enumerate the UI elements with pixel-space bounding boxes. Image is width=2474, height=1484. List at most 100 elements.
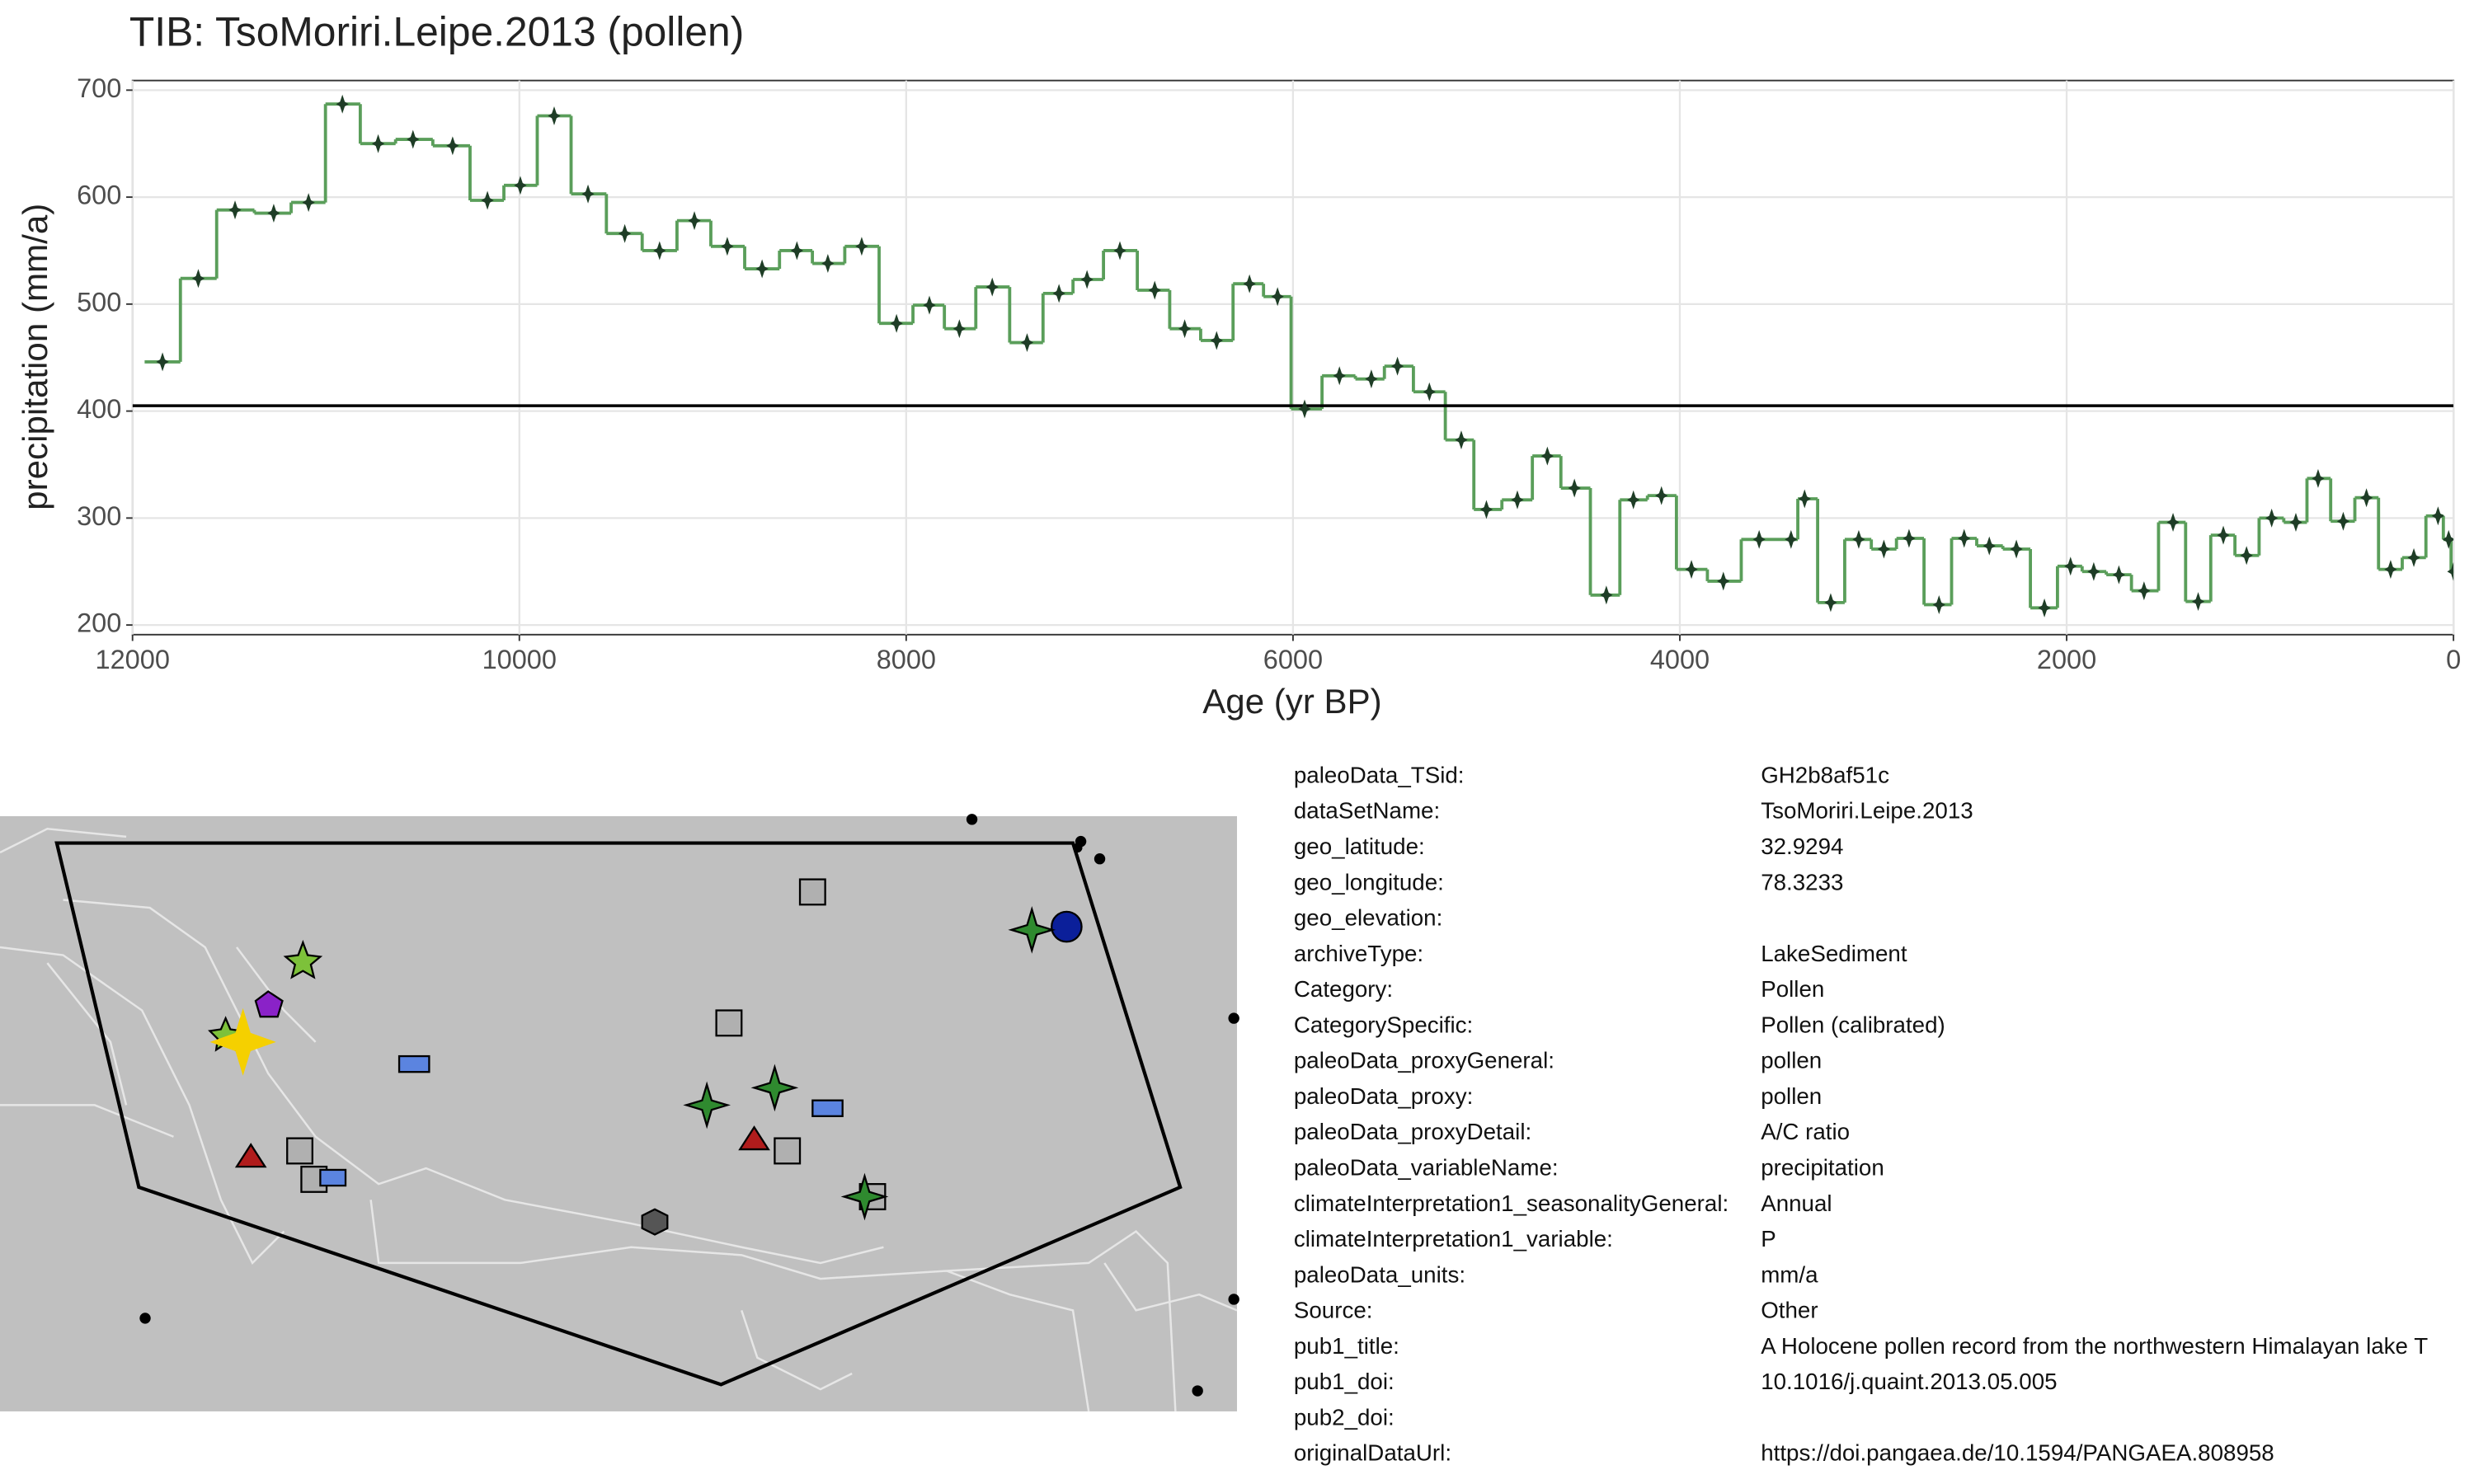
point [1600, 585, 1613, 605]
point [855, 237, 868, 256]
point [336, 94, 349, 114]
x-axis-title: Age (yr BP) [1202, 682, 1381, 721]
meta-key: dataSetName: [1294, 798, 1440, 824]
meta-value: pollen [1761, 1048, 1822, 1073]
site-dots [139, 814, 1239, 1397]
point [1080, 270, 1094, 289]
point [1798, 489, 1811, 509]
point [267, 204, 280, 223]
point [191, 269, 205, 289]
point [2431, 506, 2445, 526]
meta-value: P [1761, 1226, 1776, 1252]
x-tick-label: 12000 [96, 645, 170, 674]
point [1423, 382, 1436, 402]
point [1148, 280, 1161, 300]
meta-key: climateInterpretation1_seasonalityGenera… [1294, 1190, 1729, 1216]
point [1365, 369, 1378, 389]
meta-key: pub1_doi: [1294, 1369, 1395, 1394]
point [2336, 511, 2350, 531]
point [2240, 546, 2253, 566]
point [1052, 284, 1065, 303]
x-tick-label: 8000 [877, 645, 936, 674]
point [2112, 565, 2126, 585]
point [1511, 490, 1524, 510]
x-tick-label: 0 [2446, 645, 2461, 674]
point [1568, 478, 1581, 498]
point [407, 129, 420, 149]
meta-key: originalDataUrl: [1294, 1440, 1451, 1466]
point [1685, 560, 1698, 580]
meta-key: paleoData_units: [1294, 1261, 1465, 1287]
meta-value: precipitation [1761, 1154, 1884, 1180]
point [1243, 274, 1256, 294]
y-axis-title: precipitation (mm/a) [16, 204, 54, 510]
meta-value: TsoMoriri.Leipe.2013 [1761, 798, 1973, 824]
point [1333, 366, 1346, 386]
meta-key: archiveType: [1294, 941, 1423, 966]
point [371, 134, 385, 153]
point [1752, 529, 1766, 549]
point [2312, 468, 2325, 488]
meta-key: climateInterpretation1_variable: [1294, 1226, 1613, 1252]
point [2265, 508, 2279, 528]
point [923, 295, 936, 315]
point [2442, 529, 2454, 549]
map-background [0, 816, 1237, 1411]
plot-area [132, 94, 2454, 618]
point [581, 184, 595, 204]
point [1852, 529, 1865, 549]
y-tick-label: 400 [77, 394, 121, 424]
point [2138, 581, 2151, 601]
region-polygon [54, 841, 1183, 1387]
point [1785, 529, 1798, 549]
point [1824, 593, 1837, 613]
meta-value: 78.3233 [1761, 869, 1843, 895]
point [1271, 287, 1284, 307]
x-tick-label: 2000 [2037, 645, 2096, 674]
grid [131, 80, 2455, 635]
point [1390, 356, 1404, 376]
point [2191, 592, 2205, 612]
point [1627, 490, 1640, 510]
point [1479, 500, 1493, 519]
meta-value: LakeSediment [1761, 941, 1907, 966]
metadata: paleoData_TSid: GH2b8af51c dataSetName: Tso… [1294, 762, 2428, 1465]
point [446, 136, 459, 156]
point [1958, 528, 1971, 548]
meta-key: geo_latitude: [1294, 834, 1425, 859]
meta-key: CategorySpecific: [1294, 1012, 1473, 1037]
meta-key: paleoData_variableName: [1294, 1154, 1559, 1180]
point [481, 190, 494, 210]
point [2384, 560, 2397, 580]
point [2447, 561, 2454, 581]
meta-value: pollen [1761, 1083, 1822, 1109]
point [1113, 241, 1126, 261]
point [514, 176, 527, 195]
point [302, 193, 315, 213]
meta-key: paleoData_proxy: [1294, 1083, 1473, 1109]
borders [0, 828, 1238, 1412]
point [2166, 513, 2180, 533]
meta-value: Pollen (calibrated) [1761, 1012, 1945, 1037]
meta-value: A Holocene pollen record from the northw… [1761, 1333, 2428, 1359]
x-tick-label: 10000 [482, 645, 557, 674]
meta-key: paleoData_TSid: [1294, 762, 1465, 787]
point [1020, 333, 1034, 353]
point [1210, 331, 1223, 350]
point [1540, 446, 1554, 466]
point [618, 223, 632, 243]
point [1982, 536, 1996, 556]
meta-value: GH2b8af51c [1761, 762, 1889, 787]
meta-value: Pollen [1761, 976, 1824, 1002]
map [0, 814, 1239, 1412]
point [1877, 539, 1891, 559]
point [2217, 525, 2230, 545]
point [721, 237, 734, 256]
point [688, 211, 701, 231]
meta-key: paleoData_proxyDetail: [1294, 1119, 1531, 1144]
y-tick-label: 200 [77, 608, 121, 638]
meta-key: geo_elevation: [1294, 905, 1442, 931]
x-tick-label: 6000 [1263, 645, 1323, 674]
point [1298, 399, 1311, 419]
